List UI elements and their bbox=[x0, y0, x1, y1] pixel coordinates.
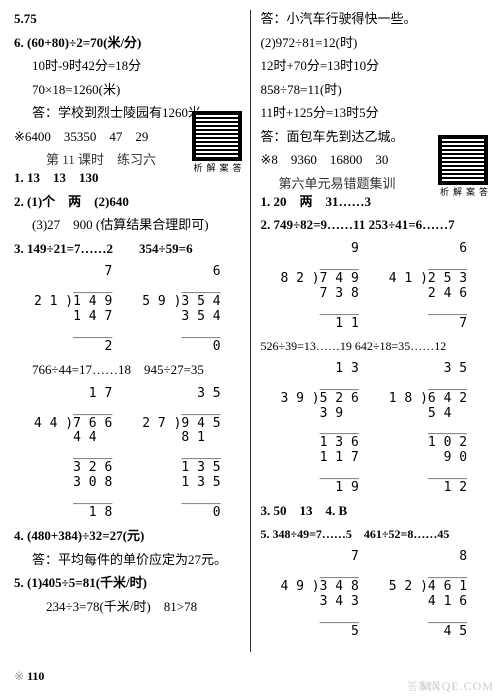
footer-star: ※ bbox=[14, 669, 24, 683]
longdiv-row-2: 1 7 _____ 4 4 )7 6 6 4 4 _____ 3 2 6 3 0… bbox=[34, 385, 242, 527]
qr-label-2: 答案解析 bbox=[438, 187, 490, 196]
r-longdiv-1b: 6 _____ 4 1 )2 5 3 2 4 6 _____ 7 bbox=[389, 242, 467, 332]
r-longdiv-1a: 9 _____ 8 2 )7 4 9 7 3 8 _____ 1 1 bbox=[281, 242, 359, 332]
qr-code-1[interactable] bbox=[192, 111, 242, 161]
right-column: 答：小汽车行驶得快一些。 (2)972÷81=12(时) 12时+70分=13时… bbox=[250, 10, 489, 652]
s1-q5b: 234÷3=78(千米/时) 81>78 bbox=[14, 598, 242, 616]
s2-q2b: 526÷39=13……19 642÷18=35……12 bbox=[261, 338, 489, 354]
longdiv-2b: 3 5 _____ 2 7 )9 4 5 8 1 _____ 1 3 5 1 3… bbox=[142, 387, 220, 521]
q6-line1: 6. (60+80)÷2=70(米/分) bbox=[14, 34, 242, 52]
page-content: 5.75 6. (60+80)÷2=70(米/分) 10时-9时42分=18分 … bbox=[0, 0, 500, 660]
r-longdiv-row-3: 7 _____ 4 9 )3 4 8 3 4 3 _____ 5 8 _____… bbox=[281, 548, 489, 646]
r-l2: (2)972÷81=12(时) bbox=[261, 34, 489, 52]
s1-q4-ans: 答：平均每件的单价应定为27元。 bbox=[14, 551, 242, 569]
s1-q5: 5. (1)405÷5=81(千米/时) bbox=[14, 574, 242, 592]
s1-q3b: 766÷44=17……18 945÷27=35 bbox=[14, 361, 242, 379]
s2-q2: 2. 749÷82=9……11 253÷41=6……7 bbox=[261, 216, 489, 234]
r-ans1: 答：小汽车行驶得快一些。 bbox=[261, 10, 489, 28]
s2-q5: 5. 348÷49=7……5 461÷52=8……45 bbox=[261, 526, 489, 542]
r-longdiv-3b: 8 _____ 5 2 )4 6 1 4 1 6 _____ 4 5 bbox=[389, 550, 467, 640]
longdiv-row-1: 7 _____ 2 1 )1 4 9 1 4 7 _____ 2 6 _____… bbox=[34, 263, 242, 361]
s1-q2a: 2. (1)个 两 (2)640 bbox=[14, 193, 242, 211]
r-longdiv-2a: 1 3 _____ 3 9 )5 2 6 3 9 _____ 1 3 6 1 1… bbox=[281, 362, 359, 496]
page-footer: ※ 110 bbox=[14, 669, 44, 684]
q5: 5.75 bbox=[14, 10, 242, 28]
r-l3: 12时+70分=13时10分 bbox=[261, 57, 489, 75]
s2-q3q4: 3. 50 13 4. B bbox=[261, 502, 489, 520]
r-l4: 858÷78=11(时) bbox=[261, 81, 489, 99]
left-column: 5.75 6. (60+80)÷2=70(米/分) 10时-9时42分=18分 … bbox=[14, 10, 250, 652]
r-longdiv-3a: 7 _____ 4 9 )3 4 8 3 4 3 _____ 5 bbox=[281, 550, 359, 640]
watermark-site: MXQE.COM bbox=[420, 679, 494, 694]
longdiv-2a: 1 7 _____ 4 4 )7 6 6 4 4 _____ 3 2 6 3 0… bbox=[34, 387, 112, 521]
q6-line2: 10时-9时42分=18分 bbox=[14, 57, 242, 75]
longdiv-1a: 7 _____ 2 1 )1 4 9 1 4 7 _____ 2 bbox=[34, 265, 112, 355]
qr-code-2[interactable] bbox=[438, 135, 488, 185]
s1-q3a: 3. 149÷21=7……2 354÷59=6 bbox=[14, 240, 242, 258]
q6-line3: 70×18=1260(米) bbox=[14, 81, 242, 99]
qr-label-1: 答案解析 bbox=[192, 163, 244, 172]
r-l5: 11时+125分=13时5分 bbox=[261, 104, 489, 122]
r-longdiv-row-1: 9 _____ 8 2 )7 4 9 7 3 8 _____ 1 1 6 ___… bbox=[281, 240, 489, 338]
longdiv-1b: 6 _____ 5 9 )3 5 4 3 5 4 _____ 0 bbox=[142, 265, 220, 355]
page-number: 110 bbox=[27, 669, 44, 683]
s1-q2b: (3)27 900 (估算结果合理即可) bbox=[14, 216, 242, 234]
r-longdiv-2b: 3 5 _____ 1 8 )6 4 2 5 4 _____ 1 0 2 9 0… bbox=[389, 362, 467, 496]
s1-q4: 4. (480+384)÷32=27(元) bbox=[14, 527, 242, 545]
r-longdiv-row-2: 1 3 _____ 3 9 )5 2 6 3 9 _____ 1 3 6 1 1… bbox=[281, 360, 489, 502]
